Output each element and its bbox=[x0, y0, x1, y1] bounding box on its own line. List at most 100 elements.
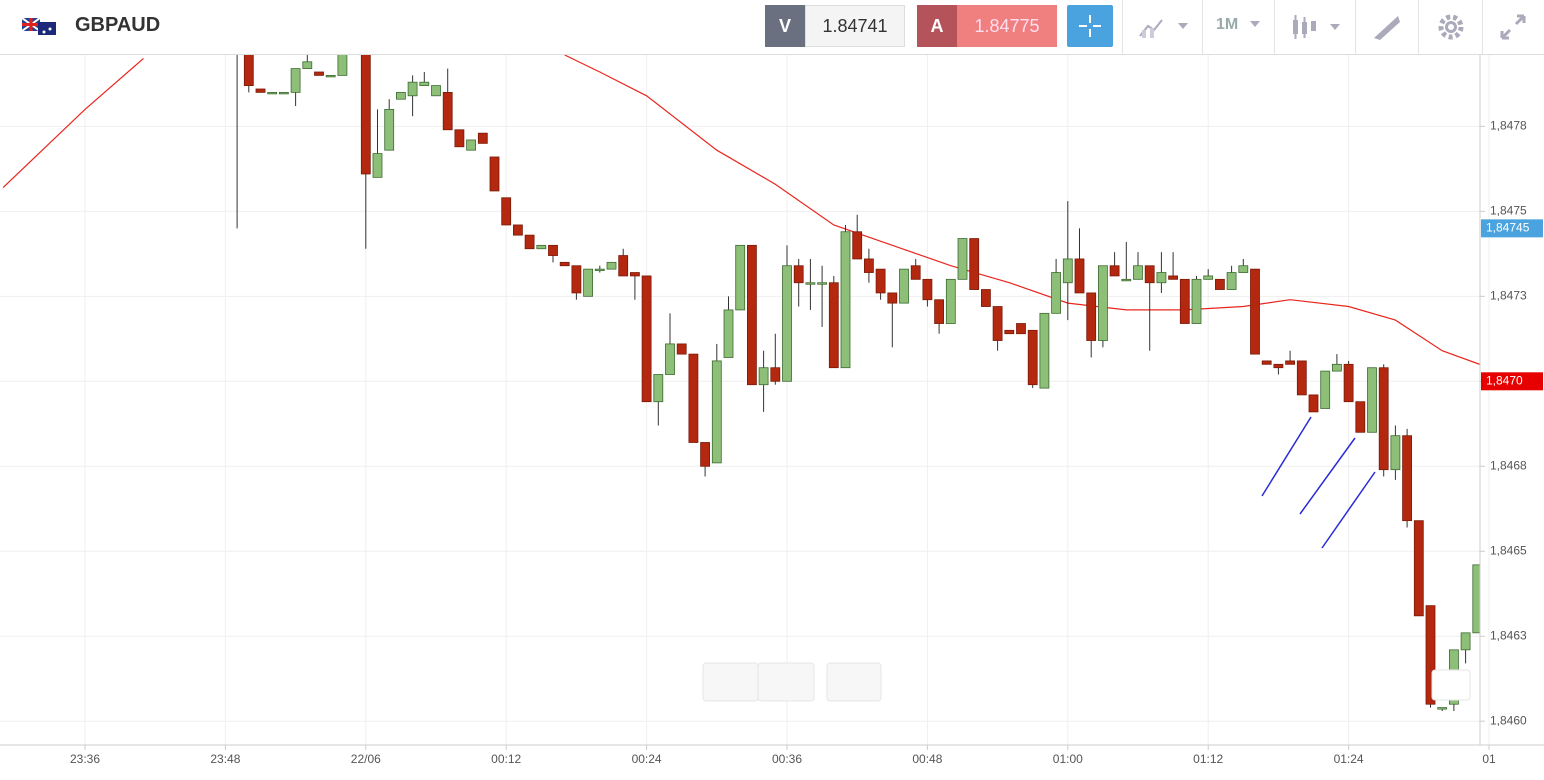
candle-body bbox=[864, 258, 874, 273]
candle-body bbox=[536, 244, 547, 250]
candle-body bbox=[594, 268, 605, 272]
candle-body bbox=[243, 55, 254, 86]
candle-body bbox=[1238, 265, 1249, 273]
candle-body bbox=[1460, 632, 1471, 651]
candle-body bbox=[1191, 278, 1202, 324]
candle-body bbox=[571, 265, 582, 294]
candle-body bbox=[922, 278, 933, 301]
nav-buttons[interactable] bbox=[702, 662, 1471, 702]
candle-style-button[interactable] bbox=[1290, 12, 1346, 42]
candle-body bbox=[1261, 360, 1272, 365]
candle-body bbox=[290, 68, 301, 93]
candle-body bbox=[267, 91, 278, 95]
candle-body bbox=[360, 55, 371, 175]
x-tick-label: 22/06 bbox=[351, 752, 381, 766]
candle-body bbox=[945, 278, 956, 324]
candle-body bbox=[1332, 363, 1342, 372]
symbol: GBPAUD bbox=[75, 14, 161, 36]
candle-body bbox=[899, 268, 909, 304]
candle-body bbox=[583, 268, 593, 297]
chart-type-button[interactable] bbox=[1138, 14, 1192, 40]
drawn-trend-lines bbox=[1261, 416, 1376, 549]
candle-body bbox=[314, 71, 324, 76]
price-tag bbox=[1481, 219, 1543, 238]
x-tick-label: 01 bbox=[1482, 752, 1496, 766]
candle-body bbox=[1039, 312, 1050, 389]
candle-body bbox=[372, 153, 383, 178]
candle-body bbox=[325, 74, 336, 78]
x-tick-label: 00:12 bbox=[491, 752, 521, 766]
candle-body bbox=[337, 55, 348, 76]
buy-price[interactable]: 1.84775 bbox=[957, 5, 1057, 47]
x-tick-label: 00:48 bbox=[912, 752, 942, 766]
candle-body bbox=[711, 360, 722, 464]
candle-body bbox=[233, 7, 242, 41]
candle-body bbox=[1320, 370, 1331, 409]
candle-body bbox=[606, 261, 617, 270]
candle-body bbox=[1355, 401, 1366, 433]
candle-body bbox=[782, 265, 792, 382]
candle-body bbox=[1472, 564, 1480, 634]
candle-body bbox=[1027, 329, 1038, 386]
grid bbox=[0, 55, 1490, 745]
candle-body bbox=[1425, 605, 1436, 705]
candle-body bbox=[1203, 275, 1214, 280]
candle-body bbox=[1179, 278, 1190, 324]
candle-body bbox=[992, 306, 1003, 341]
candle-body bbox=[384, 108, 395, 151]
price-tag-label: 1,84745 bbox=[1486, 221, 1530, 235]
candle-body bbox=[548, 244, 558, 256]
crosshair-button[interactable] bbox=[1067, 5, 1113, 47]
candle-body bbox=[653, 374, 664, 403]
y-tick-label: 1,8468 bbox=[1490, 458, 1527, 472]
candle-body bbox=[1308, 394, 1319, 413]
candle-body bbox=[875, 268, 886, 294]
candle-body bbox=[1086, 292, 1097, 341]
candle-body bbox=[688, 353, 699, 443]
candle-body bbox=[887, 292, 898, 304]
candle-body bbox=[817, 282, 827, 285]
candle-body bbox=[1051, 272, 1061, 314]
x-tick-label: 01:24 bbox=[1334, 752, 1364, 766]
sell-price[interactable]: 1.84741 bbox=[805, 5, 905, 47]
fullscreen-button[interactable] bbox=[1498, 12, 1528, 42]
candle-body bbox=[395, 91, 406, 100]
x-tick-label: 00:24 bbox=[632, 752, 662, 766]
candle-body bbox=[630, 272, 640, 277]
candle-body bbox=[278, 91, 289, 95]
candle-body bbox=[793, 265, 804, 284]
candle-body bbox=[419, 81, 430, 86]
price-tag bbox=[1481, 372, 1543, 391]
settings-button[interactable] bbox=[1436, 12, 1466, 42]
candle-body bbox=[1437, 707, 1448, 710]
candle-body bbox=[501, 197, 512, 226]
y-tick-label: 1,8473 bbox=[1490, 289, 1527, 303]
candle-body bbox=[1285, 360, 1295, 365]
x-tick-label: 00:36 bbox=[772, 752, 802, 766]
y-tick-label: 1,8478 bbox=[1490, 119, 1527, 133]
candle-body bbox=[1215, 278, 1225, 290]
candle-body bbox=[700, 442, 710, 467]
candle-body bbox=[641, 275, 652, 403]
y-tick-label: 1,8463 bbox=[1490, 628, 1527, 642]
candle-body bbox=[1016, 323, 1026, 335]
candle-body bbox=[747, 244, 757, 386]
y-tick-label: 1,8460 bbox=[1490, 713, 1527, 727]
buy-button[interactable]: A bbox=[917, 5, 957, 47]
candle-body bbox=[1133, 265, 1143, 280]
x-tick-label: 23:36 bbox=[70, 752, 100, 766]
candle-body bbox=[407, 81, 418, 97]
timeframe[interactable]: 1M bbox=[1216, 16, 1239, 33]
y-tick-label: 1,8465 bbox=[1490, 543, 1527, 557]
candle-body bbox=[852, 231, 863, 260]
candle-body bbox=[1402, 435, 1412, 522]
candle-body bbox=[1250, 268, 1260, 355]
candle-body bbox=[466, 139, 477, 151]
sell-button[interactable]: V bbox=[765, 5, 805, 47]
candle-body bbox=[477, 132, 488, 144]
draw-button[interactable] bbox=[1372, 12, 1402, 42]
candle-body bbox=[758, 367, 769, 386]
price-tag-label: 1,8470 bbox=[1486, 373, 1523, 387]
candle-body bbox=[442, 91, 453, 131]
